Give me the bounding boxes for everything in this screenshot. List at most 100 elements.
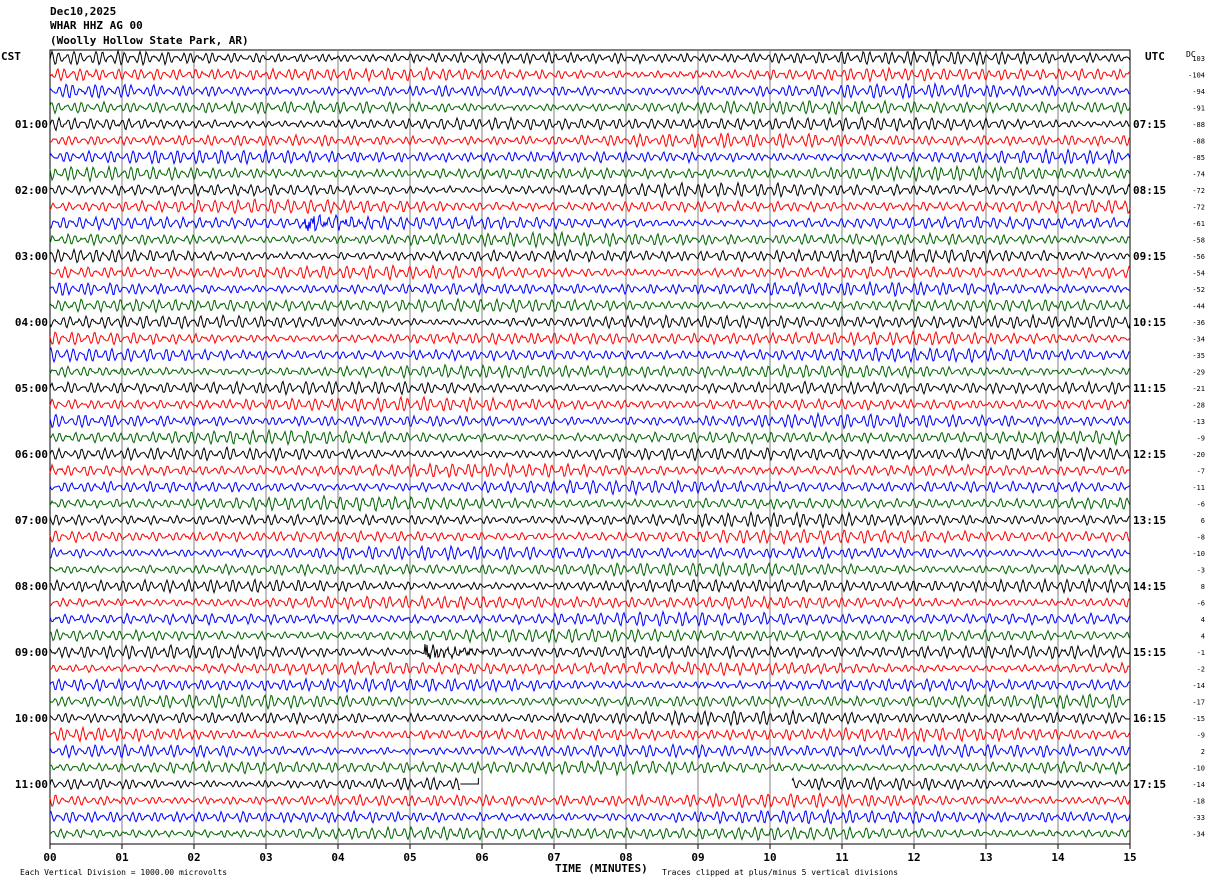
trace-row-26 [49,479,1131,497]
right-hour-label: 10:15 [1133,316,1166,329]
left-hour-label: 01:00 [15,118,48,131]
x-tick-label: 04 [331,851,345,864]
dc-offset-label: -10 [1192,765,1205,773]
trace-row-17 [49,330,1131,347]
dc-offset-label: 2 [1201,748,1205,756]
dc-offset-label: -2 [1197,666,1205,674]
dc-offset-label: -85 [1192,154,1205,162]
right-hour-label: 07:15 [1133,118,1166,131]
dc-offset-label: -74 [1192,171,1205,179]
x-tick-label: 01 [115,851,129,864]
left-hour-label: 10:00 [15,712,48,725]
dc-offset-label: -34 [1192,336,1205,344]
trace-row-30 [50,544,1131,562]
trace-row-42 [49,742,1131,759]
right-hour-label: 09:15 [1133,250,1166,263]
right-timezone-label: UTC [1145,50,1165,63]
dc-offset-label: -10 [1192,550,1205,558]
dc-offset-label: -9 [1197,435,1205,443]
x-tick-label: 11 [835,851,849,864]
trace-row-16 [49,313,1131,330]
right-hour-label: 14:15 [1133,580,1166,593]
dc-offset-label: -72 [1192,204,1205,212]
x-tick-label: 00 [43,851,56,864]
x-tick-label: 02 [187,851,200,864]
dc-offset-label: -6 [1197,600,1205,608]
trace-row-3 [49,99,1131,116]
x-tick-label: 09 [691,851,704,864]
trace-row-38 [49,676,1131,694]
dc-offset-label: -17 [1192,699,1205,707]
clip-note: Traces clipped at plus/minus 5 vertical … [662,868,899,877]
dc-offset-label: -8 [1197,534,1205,542]
right-hour-label: 15:15 [1133,646,1166,659]
trace-row-40 [49,709,1131,728]
trace-row-47 [49,825,1131,842]
dc-offset-label: -11 [1192,484,1205,492]
right-hour-label: 17:15 [1133,778,1166,791]
trace-row-29 [49,528,1131,546]
dc-offset-label: 6 [1201,517,1205,525]
trace-row-6 [49,147,1131,166]
trace-row-8 [49,181,1131,199]
dc-header-label: DC [1186,50,1196,59]
station-location: (Woolly Hollow State Park, AR) [50,34,249,47]
dc-offset-label: -36 [1192,319,1205,327]
x-tick-label: 08 [619,851,632,864]
dc-offset-label: -52 [1192,286,1205,294]
trace-row-37 [49,660,1131,677]
trace-row-45 [49,791,1131,809]
right-hour-label: 16:15 [1133,712,1166,725]
trace-row-14 [49,280,1131,298]
dc-offset-label: -7 [1197,468,1205,476]
trace-row-4 [49,116,1131,133]
x-tick-label: 15 [1123,851,1136,864]
trace-row-35 [49,627,1131,644]
dc-offset-label: -56 [1192,253,1205,261]
left-hour-label: 03:00 [15,250,48,263]
dc-offset-label: -14 [1192,781,1205,789]
dc-offset-label: -88 [1192,138,1205,146]
trace-row-24 [49,445,1131,463]
dc-offset-label: -88 [1192,121,1205,129]
dc-offset-label: -34 [1192,831,1205,839]
right-hour-label: 11:15 [1133,382,1166,395]
left-hour-label: 06:00 [15,448,48,461]
x-tick-label: 05 [403,851,416,864]
trace-row-7 [49,164,1131,184]
x-tick-label: 06 [475,851,489,864]
dc-offset-label: -28 [1192,402,1205,410]
dc-offset-label: -21 [1192,385,1205,393]
x-tick-label: 07 [547,851,560,864]
left-hour-label: 09:00 [15,646,48,659]
dc-offset-label: -6 [1197,501,1205,509]
trace-row-2 [49,81,1131,100]
dc-offset-label: -35 [1192,352,1205,360]
right-hour-label: 13:15 [1133,514,1166,527]
dc-offset-label: -104 [1188,72,1205,80]
trace-row-41 [49,725,1131,744]
trace-row-36 [49,643,1131,661]
trace-row-20 [49,380,1131,397]
trace-row-43 [49,759,1131,777]
right-hour-label: 08:15 [1133,184,1166,197]
dc-offset-label: -91 [1192,105,1205,113]
dc-offset-label: -3 [1197,567,1205,575]
trace-row-21 [49,395,1131,413]
left-hour-label: 04:00 [15,316,48,329]
dc-offset-label: -18 [1192,798,1205,806]
trace-row-27 [49,494,1131,513]
trace-row-11 [49,230,1131,250]
trace-row-18 [49,346,1130,364]
left-hour-label: 07:00 [15,514,48,527]
trace-row-34 [49,609,1131,627]
dc-offset-label: -94 [1192,88,1205,96]
trace-row-13 [49,264,1131,282]
left-hour-label: 02:00 [15,184,48,197]
trace-row-12 [49,247,1131,265]
dc-offset-label: 4 [1201,633,1205,641]
trace-row-19 [49,363,1131,380]
left-hour-label: 11:00 [15,778,48,791]
trace-row-33 [49,594,1131,612]
